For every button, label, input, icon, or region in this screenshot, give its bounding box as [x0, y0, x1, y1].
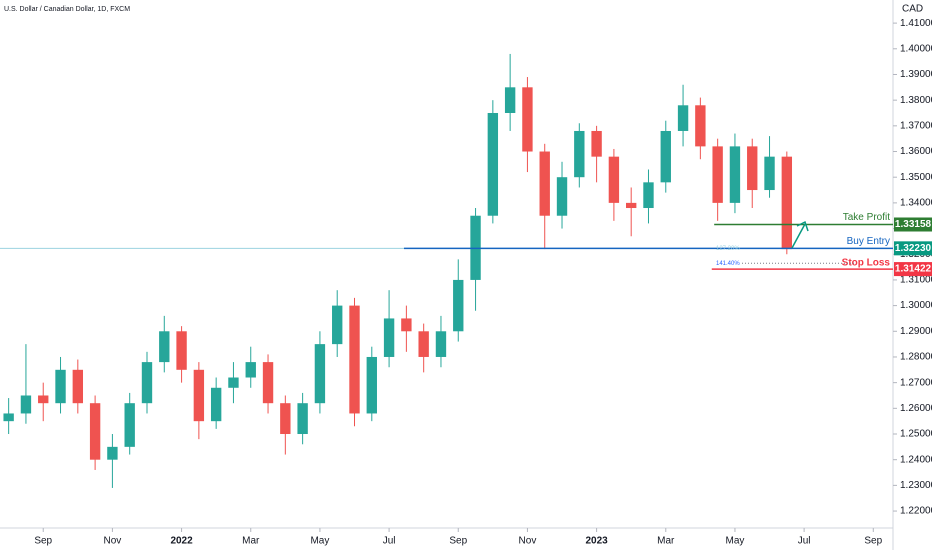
- y-tick-label: 1.39000: [900, 69, 932, 80]
- candle-body: [383, 318, 395, 357]
- fib-label: 141.40%: [716, 261, 740, 267]
- candle-body: [332, 305, 343, 345]
- x-tick-label: 2023: [585, 536, 608, 547]
- y-tick-label: 1.24000: [900, 454, 932, 465]
- currency-label: CAD: [902, 4, 923, 15]
- candle-body: [245, 362, 256, 378]
- x-tick-label: Mar: [242, 536, 260, 547]
- candle-body: [747, 146, 758, 191]
- candle-body: [695, 105, 706, 147]
- y-tick-label: 1.27000: [900, 377, 932, 388]
- price-label-box: [894, 217, 932, 232]
- x-tick-label: Jul: [383, 536, 396, 547]
- x-tick-label: 2022: [170, 536, 193, 547]
- candle-body: [539, 151, 550, 216]
- y-tick-label: 1.31000: [900, 275, 932, 286]
- x-tick-label: Sep: [449, 536, 467, 547]
- y-tick-label: 1.30000: [900, 300, 932, 311]
- candle-body: [677, 105, 689, 131]
- candle-body: [176, 331, 187, 370]
- y-tick-label: 1.41000: [900, 18, 932, 29]
- candle-body: [228, 377, 239, 388]
- candle-body: [20, 395, 32, 414]
- level-name: Stop Loss: [842, 258, 891, 269]
- candle-body: [574, 130, 585, 178]
- y-tick-label: 1.35000: [900, 172, 932, 183]
- candle-body: [55, 369, 66, 404]
- price-label: 1.32230: [895, 243, 932, 254]
- candle-body: [729, 146, 741, 203]
- candle-body: [72, 369, 84, 404]
- x-tick-label: Sep: [34, 536, 52, 547]
- candle-body: [262, 362, 274, 404]
- candle-body: [89, 403, 101, 460]
- candle-body: [159, 331, 170, 363]
- candle-body: [504, 87, 516, 113]
- fib-label: 127.20%: [716, 246, 740, 252]
- y-tick-label: 1.37000: [900, 120, 932, 131]
- candle-body: [643, 182, 654, 209]
- candle-body: [660, 130, 671, 183]
- candle-body: [124, 403, 135, 447]
- candle-body: [210, 387, 222, 422]
- candle-body: [297, 403, 308, 435]
- candle-body: [280, 403, 291, 435]
- y-tick-label: 1.25000: [900, 429, 932, 440]
- y-tick-label: 1.26000: [900, 403, 932, 414]
- candle-body: [3, 413, 14, 422]
- candle-body: [401, 318, 412, 332]
- candle-body: [591, 130, 602, 157]
- y-tick-label: 1.28000: [900, 352, 932, 363]
- candle-body: [625, 202, 637, 209]
- x-tick-label: Mar: [657, 536, 675, 547]
- candle-body: [556, 177, 568, 216]
- candle-body: [522, 87, 533, 152]
- level-name: Take Profit: [843, 212, 890, 223]
- chart-title: U.S. Dollar / Canadian Dollar, 1D, FXCM: [4, 6, 130, 13]
- x-tick-label: Sep: [864, 536, 882, 547]
- candle-body: [453, 279, 464, 332]
- price-label-box: [894, 262, 932, 277]
- x-tick-label: Jul: [798, 536, 811, 547]
- x-tick-label: Nov: [104, 536, 122, 547]
- y-tick-label: 1.23000: [900, 480, 932, 491]
- price-label: 1.33158: [895, 219, 932, 230]
- candle-body: [608, 156, 620, 203]
- candle-body: [435, 331, 447, 357]
- x-tick-label: May: [725, 536, 744, 547]
- y-tick-label: 1.40000: [900, 43, 932, 54]
- candle-body: [712, 146, 723, 203]
- candle-body: [764, 156, 775, 191]
- candle-body: [418, 331, 429, 357]
- y-tick-label: 1.22000: [900, 506, 932, 517]
- x-tick-label: May: [310, 536, 329, 547]
- candle-body: [366, 356, 377, 414]
- x-tick-label: Nov: [519, 536, 537, 547]
- price-label-box: [894, 241, 932, 256]
- y-tick-label: 1.38000: [900, 95, 932, 106]
- candle-body: [487, 112, 499, 216]
- candle-body: [193, 369, 205, 422]
- candle-body: [349, 305, 360, 414]
- candle-body: [314, 344, 326, 404]
- y-tick-label: 1.29000: [900, 326, 932, 337]
- candle-body: [141, 362, 153, 404]
- candle-body: [781, 156, 793, 250]
- candle-body: [107, 446, 118, 460]
- y-tick-label: 1.36000: [900, 146, 932, 157]
- arrow: [791, 220, 809, 249]
- y-tick-label: 1.34000: [900, 198, 932, 209]
- price-label: 1.31422: [895, 264, 932, 275]
- level-name: Buy Entry: [847, 236, 890, 247]
- candle-body: [38, 395, 49, 404]
